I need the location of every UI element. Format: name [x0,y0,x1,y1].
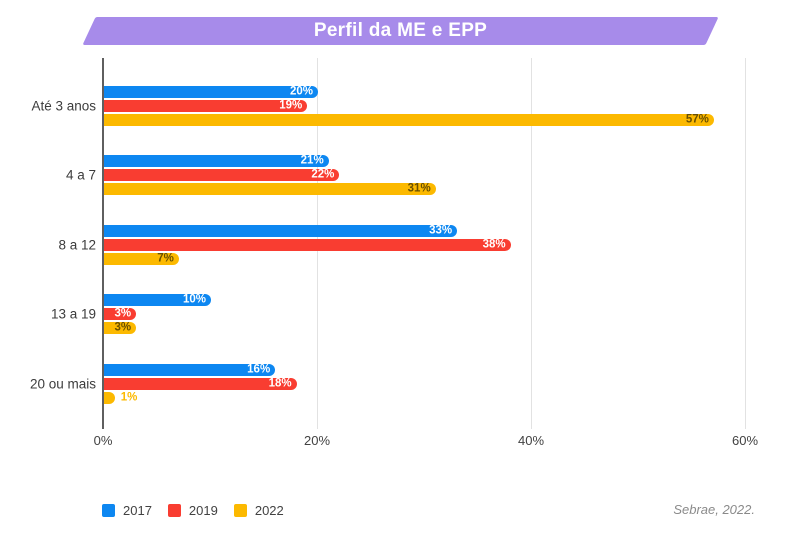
bar-value-label: 20% [289,85,313,97]
legend-item-2017: 2017 [102,503,152,518]
category-label: 13 a 19 [50,306,96,322]
x-tick-label: 20% [303,433,331,448]
bar-value-label: 21% [300,154,324,167]
category-label: 4 a 7 [65,167,96,183]
x-tick-label: 60% [731,433,759,448]
bar-group: Até 3 anos 20% 19% 57% [31,71,798,141]
legend-label: 2017 [123,503,152,518]
legend-swatch-icon [167,504,181,517]
bar-value-label: 57% [685,113,709,125]
chart-title-banner: Perfil da ME e EPP [82,17,719,45]
bar-value-label: 3% [114,307,132,320]
bar-2022: 1% [104,391,137,404]
legend-swatch-icon [233,504,247,517]
bar-2017: 20% [104,85,318,98]
bar-value-label: 1% [120,391,138,403]
bar-group: 13 a 19 10% 3% 3% [51,280,798,350]
bar-2017: 10% [104,293,211,307]
bar-value-label: 19% [279,99,303,111]
category-label: 8 a 12 [58,237,96,253]
bar-2017: 33% [104,224,458,237]
chart-legend: 2017 2019 2022 [102,503,284,518]
bar-2022: 57% [104,113,714,126]
bar-2019: 38% [104,238,511,251]
gridline-60% [745,58,746,429]
category-label: Até 3 anos [31,98,96,114]
bar-value-label: 22% [311,168,335,181]
y-axis-line [102,58,104,429]
bar-value-label: 16% [247,363,271,375]
bar-2019: 18% [104,377,297,390]
bar-2019: 3% [104,307,137,321]
bar-2017: 16% [104,363,276,376]
bar-value-label: 18% [268,377,292,389]
bar-value-label: 3% [114,321,132,334]
bar-value-label: 38% [482,238,506,250]
source-caption: Sebrae, 2022. [673,502,755,517]
bar-2017: 21% [104,154,329,168]
bar-plot-area: Até 3 anos 20% 19% 57% 4 a 7 21% 22% 31% 8 a 12 3… [30,71,798,419]
bar-2022: 31% [104,182,436,196]
x-tick-label: 40% [517,433,545,448]
bar-2022: 7% [104,252,179,265]
gridline-40% [531,58,532,429]
bar-value-label: 31% [407,182,431,195]
legend-label: 2019 [188,503,218,518]
category-label: 20 ou mais [29,376,96,392]
bar-2022: 3% [104,321,137,335]
bar-2019: 22% [104,168,340,182]
bar-value-label: 33% [429,224,453,236]
legend-label: 2022 [254,503,284,518]
bar-group: 4 a 7 21% 22% 31% [66,141,798,211]
x-tick-label: 0% [93,433,113,448]
legend-swatch-icon [102,504,115,517]
bar-value-label: 7% [157,252,174,264]
bar-value-label: 10% [182,293,206,306]
legend-item-2019: 2019 [167,503,218,518]
bar-group: 8 a 12 33% 38% 7% [58,210,798,280]
legend-item-2022: 2022 [233,503,284,518]
bar-group: 20 ou mais 16% 18% 1% [30,349,798,419]
bar-2019: 19% [104,99,308,112]
chart-title: Perfil da ME e EPP [313,20,488,41]
